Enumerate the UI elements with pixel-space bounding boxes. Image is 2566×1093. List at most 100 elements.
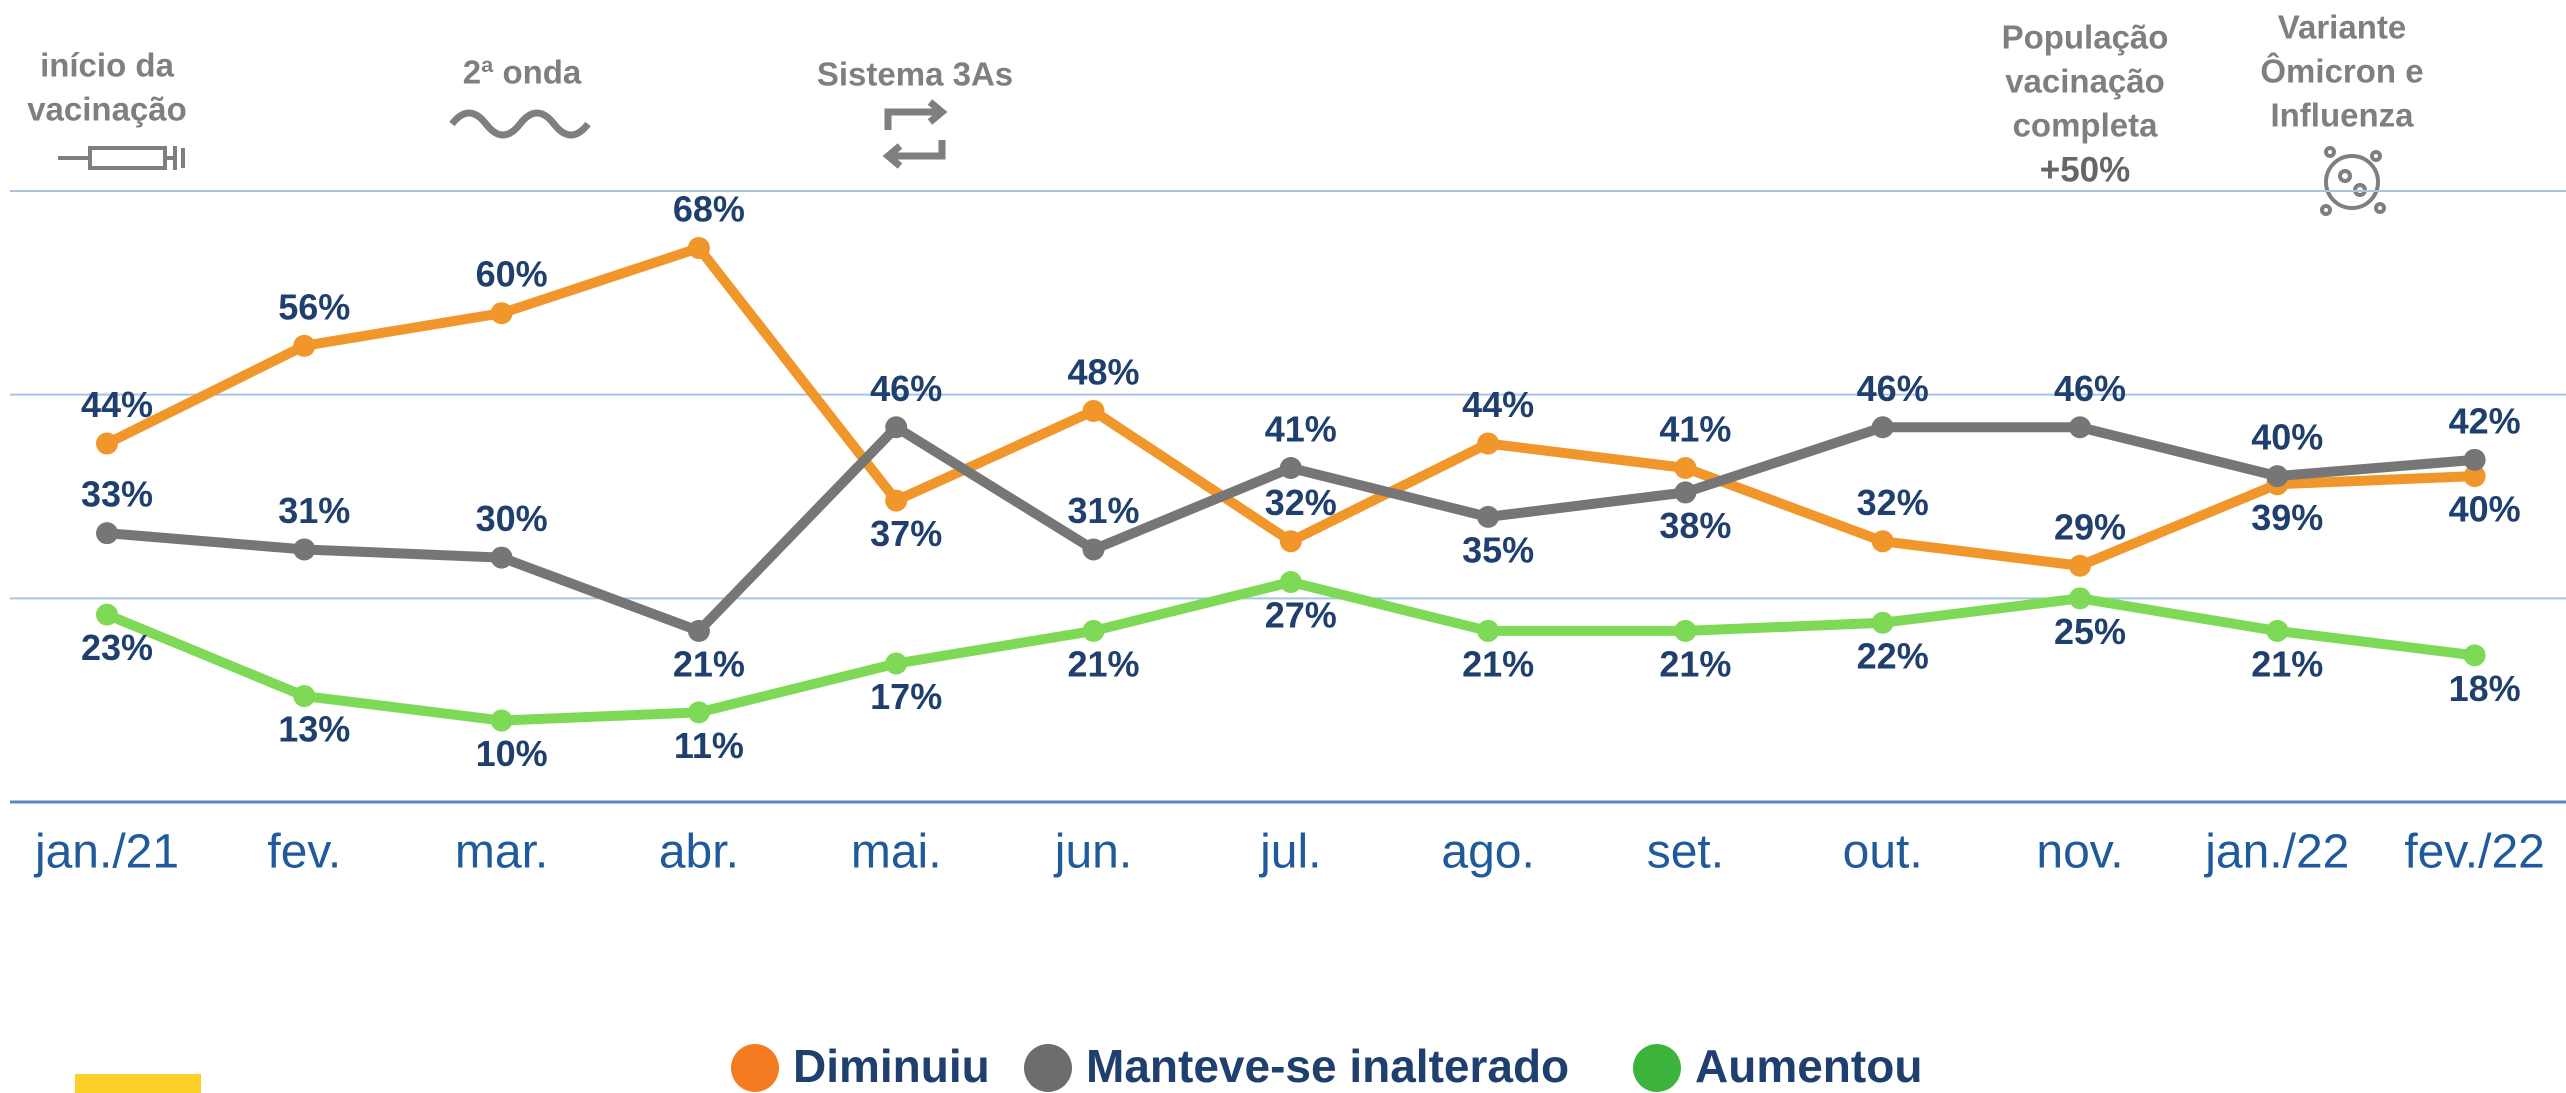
data-point — [687, 619, 710, 642]
syringe-icon — [58, 146, 185, 170]
data-label: 60% — [476, 254, 548, 295]
data-point — [96, 603, 118, 626]
annotation: início da — [40, 47, 175, 84]
x-tick-label: mai. — [851, 826, 942, 879]
annotation: Variante — [2278, 9, 2406, 46]
data-point — [1871, 611, 1894, 634]
legend-label: Aumentou — [1695, 1040, 1922, 1092]
x-tick-label: mar. — [455, 826, 548, 879]
x-tick-label: out. — [1843, 826, 1923, 879]
data-point — [2266, 465, 2289, 488]
legend-label: Diminuiu — [793, 1040, 990, 1092]
data-label: 38% — [1659, 505, 1731, 546]
data-point — [1082, 399, 1105, 422]
data-label: 30% — [476, 498, 548, 539]
data-label: 32% — [1857, 482, 1929, 523]
data-point — [1279, 571, 1302, 594]
data-label: 21% — [1067, 643, 1139, 684]
data-point — [1674, 619, 1697, 642]
data-label: 25% — [2054, 611, 2126, 652]
x-tick-label: jan./21 — [33, 826, 179, 879]
x-tick-label: jul. — [1258, 826, 1321, 879]
data-label: 22% — [1857, 635, 1929, 676]
x-tick-label: jan./22 — [2203, 826, 2349, 879]
annotation: +50% — [2040, 150, 2131, 189]
legend-swatch — [1024, 1044, 1072, 1092]
data-label: 29% — [2054, 506, 2126, 547]
data-point — [885, 489, 908, 512]
data-point — [2463, 644, 2486, 667]
data-point — [1279, 456, 1302, 479]
data-point — [2069, 587, 2091, 610]
data-label: 44% — [81, 384, 153, 425]
legend-swatch — [731, 1044, 779, 1092]
data-point — [1477, 432, 1500, 455]
annotation: vacinação — [2005, 63, 2165, 100]
wave-icon — [449, 109, 591, 139]
data-label: 41% — [1659, 409, 1731, 450]
data-label: 33% — [81, 474, 153, 515]
data-label: 40% — [2449, 489, 2521, 530]
data-label: 27% — [1265, 595, 1337, 636]
data-point — [490, 302, 513, 325]
data-label: 46% — [2054, 368, 2126, 409]
data-point — [1871, 416, 1894, 439]
data-label: 23% — [81, 627, 153, 668]
data-label: 44% — [1462, 384, 1534, 425]
decor-bar — [75, 1074, 201, 1093]
data-label: 42% — [2449, 400, 2521, 441]
data-label: 39% — [2251, 497, 2323, 538]
annotation: População — [2002, 19, 2169, 56]
data-label: 21% — [2251, 643, 2323, 684]
data-point — [1674, 481, 1697, 504]
data-point — [1871, 530, 1894, 553]
annotation: Ômicron e — [2260, 52, 2423, 90]
legend-swatch — [1633, 1044, 1681, 1092]
x-tick-label: fev./22 — [2404, 826, 2545, 879]
data-label: 35% — [1462, 529, 1534, 570]
data-point — [2069, 554, 2091, 577]
data-point — [1082, 619, 1105, 642]
annotation: vacinação — [27, 91, 187, 128]
data-point — [293, 538, 316, 561]
data-point — [2463, 465, 2486, 488]
data-point — [687, 237, 710, 260]
data-label: 18% — [2449, 668, 2521, 709]
data-label: 13% — [278, 709, 350, 750]
x-tick-label: jun. — [1053, 826, 1132, 879]
data-label: 40% — [2251, 417, 2323, 458]
data-point — [2463, 448, 2486, 471]
data-point — [293, 334, 316, 357]
data-label: 31% — [1067, 490, 1139, 531]
data-point — [490, 546, 513, 569]
annotation: 2ª onda — [463, 54, 582, 91]
data-label: 10% — [476, 733, 548, 774]
data-label: 46% — [1857, 368, 1929, 409]
data-label: 37% — [870, 513, 942, 554]
data-label: 46% — [870, 368, 942, 409]
x-tick-label: fev. — [267, 826, 341, 879]
data-label: 17% — [870, 676, 942, 717]
legend-label: Manteve-se inalterado — [1086, 1040, 1569, 1092]
data-point — [1082, 538, 1105, 561]
data-point — [2069, 416, 2091, 439]
data-point — [96, 432, 118, 455]
data-label: 21% — [1462, 643, 1534, 684]
x-tick-label: ago. — [1441, 826, 1534, 879]
virus-icon — [2320, 146, 2386, 216]
data-label: 32% — [1265, 482, 1337, 523]
data-point — [1279, 530, 1302, 553]
data-point — [687, 701, 710, 724]
data-point — [2266, 619, 2289, 642]
data-label: 31% — [278, 490, 350, 531]
data-label: 56% — [278, 286, 350, 327]
data-label: 48% — [1067, 351, 1139, 392]
data-label: 68% — [673, 189, 745, 230]
data-point — [885, 652, 908, 675]
annotation: completa — [2013, 107, 2159, 144]
data-point — [293, 685, 316, 708]
data-point — [490, 709, 513, 732]
x-tick-label: abr. — [659, 826, 739, 879]
